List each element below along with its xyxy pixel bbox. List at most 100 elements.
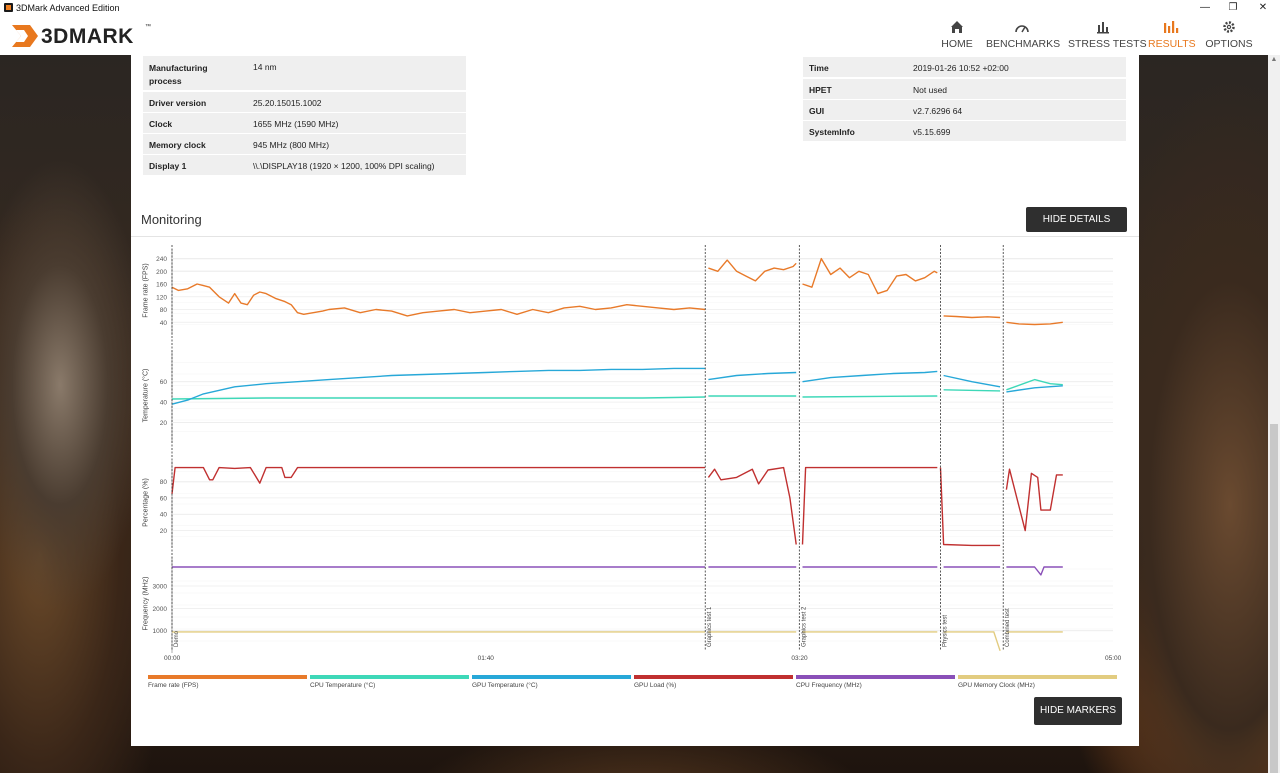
- minimize-button[interactable]: —: [1200, 2, 1210, 13]
- scrollbar-thumb[interactable]: [1270, 424, 1278, 773]
- app-header: 3DMARK ™ HOME BENCHMARKS STRESS TESTS RE…: [0, 16, 1280, 55]
- series-line: [1006, 321, 1063, 326]
- detail-row-memory-clock: Memory clock 945 MHz (800 MHz): [143, 134, 466, 154]
- nav-benchmarks[interactable]: BENCHMARKS: [986, 16, 1060, 55]
- series-line: [171, 396, 706, 400]
- x-tick-label: 00:00: [164, 655, 181, 662]
- legend-label: GPU Memory Clock (MHz): [958, 682, 1035, 689]
- hide-details-button[interactable]: HIDE DETAILS: [1026, 207, 1127, 232]
- series-line: [1006, 566, 1063, 576]
- nav-stress-tests-label: STRESS TESTS: [1068, 38, 1147, 50]
- home-icon: [951, 21, 963, 33]
- y-tick-label: 160: [156, 282, 167, 289]
- detail-key: Manufacturing process: [149, 63, 208, 86]
- marker-label: Graphics test 2: [801, 606, 807, 647]
- y-axis-title: Frequency (MHz): [142, 576, 150, 631]
- monitoring-title: Monitoring: [141, 212, 202, 227]
- y-tick-label: 20: [160, 420, 168, 427]
- detail-row-display: Display 1 \\.\DISPLAY18 (1920 × 1200, 10…: [143, 155, 466, 175]
- detail-key: Memory clock: [149, 140, 206, 150]
- x-tick-label: 01:40: [477, 655, 494, 662]
- series-line: [801, 466, 938, 545]
- series-line: [171, 466, 706, 494]
- detail-row-hpet: HPET Not used: [803, 79, 1126, 99]
- marker-label: Demo: [174, 630, 180, 647]
- y-tick-label: 120: [156, 294, 167, 301]
- detail-key: Display 1: [149, 161, 187, 171]
- y-tick-label: 3000: [153, 584, 168, 591]
- series-line: [802, 395, 938, 398]
- legend-label: GPU Load (%): [634, 682, 677, 689]
- y-tick-label: 200: [156, 269, 167, 276]
- detail-key: GUI: [809, 106, 825, 116]
- gauge-icon: [1015, 25, 1029, 33]
- app-icon: [4, 3, 13, 12]
- series-line: [943, 389, 1001, 392]
- detail-value: 945 MHz (800 MHz): [253, 140, 330, 150]
- y-tick-label: 60: [160, 495, 168, 502]
- nav-home[interactable]: HOME: [938, 16, 976, 55]
- logo-text: 3DMARK: [41, 25, 134, 48]
- legend-label: Frame rate (FPS): [148, 682, 199, 689]
- detail-value: 25.20.15015.1002: [253, 98, 322, 108]
- detail-key: Clock: [149, 119, 173, 129]
- monitoring-chart: 40 80 120 160 200 240 20 40 60 20 40 60 80 1000 2000 30…: [153, 245, 1113, 653]
- y-axis-title: Frame rate (FPS): [142, 263, 150, 318]
- series-line: [1006, 385, 1063, 393]
- detail-key: Driver version: [149, 98, 207, 108]
- nav-options[interactable]: OPTIONS: [1204, 16, 1254, 55]
- y-tick-label: 40: [160, 320, 168, 327]
- detail-value: 2019-01-26 10:52 +02:00: [913, 63, 1009, 73]
- detail-value: 1655 MHz (1590 MHz): [253, 119, 339, 129]
- detail-value: \\.\DISPLAY18 (1920 × 1200, 100% DPI sca…: [253, 161, 435, 171]
- nav-home-label: HOME: [941, 38, 973, 50]
- nav-results-label: RESULTS: [1148, 38, 1196, 50]
- detail-row-manufacturing-process: Manufacturing process 14 nm: [143, 56, 466, 90]
- y-tick-label: 240: [156, 256, 167, 263]
- bar-chart-icon: [1097, 22, 1109, 34]
- legend-label: CPU Temperature (°C): [310, 682, 376, 689]
- detail-row-clock: Clock 1655 MHz (1590 MHz): [143, 113, 466, 133]
- series-line: [171, 367, 706, 405]
- legend-swatch: [796, 675, 955, 679]
- y-tick-label: 40: [160, 400, 168, 407]
- marker-label: Graphics test 1: [707, 606, 713, 647]
- marker-label: Physics test: [942, 615, 948, 647]
- maximize-button[interactable]: ❐: [1228, 2, 1238, 13]
- y-tick-label: 80: [160, 307, 168, 314]
- series-line: [1006, 378, 1063, 391]
- legend-label: GPU Temperature (°C): [472, 682, 538, 689]
- results-icon: [1164, 21, 1179, 33]
- nav-stress-tests[interactable]: STRESS TESTS: [1068, 16, 1147, 55]
- close-button[interactable]: ✕: [1258, 2, 1268, 13]
- y-tick-label: 20: [160, 528, 168, 535]
- series-line: [943, 631, 1001, 652]
- x-tick-label: 03:20: [791, 655, 808, 662]
- series-line: [802, 370, 938, 383]
- y-axis-title: Temperature (°C): [142, 368, 150, 423]
- detail-row-time: Time 2019-01-26 10:52 +02:00: [803, 57, 1126, 77]
- detail-key: Time: [809, 63, 829, 73]
- detail-value: v5.15.699: [913, 127, 951, 137]
- series-line: [708, 259, 797, 282]
- legend-label: CPU Frequency (MHz): [796, 682, 862, 689]
- x-tick-label: 05:00: [1105, 655, 1122, 662]
- y-tick-label: 1000: [153, 628, 168, 635]
- detail-value: v2.7.6296 64: [913, 106, 963, 116]
- detail-key: HPET: [809, 85, 832, 95]
- gear-icon: [1223, 21, 1235, 33]
- series-line: [1005, 468, 1063, 532]
- marker-label: Combined test: [1005, 608, 1011, 647]
- series-line: [943, 374, 1001, 388]
- vertical-scrollbar[interactable]: ▲: [1268, 55, 1280, 773]
- legend-swatch: [472, 675, 631, 679]
- legend-swatch: [310, 675, 469, 679]
- detail-row-gui: GUI v2.7.6296 64: [803, 100, 1126, 120]
- hide-markers-button[interactable]: HIDE MARKERS: [1034, 697, 1122, 725]
- legend-swatch: [958, 675, 1117, 679]
- series-line: [707, 466, 797, 545]
- legend-swatch: [148, 675, 307, 679]
- scroll-up-arrow-icon[interactable]: ▲: [1270, 56, 1278, 63]
- series-line: [802, 257, 938, 295]
- nav-results[interactable]: RESULTS: [1148, 16, 1196, 55]
